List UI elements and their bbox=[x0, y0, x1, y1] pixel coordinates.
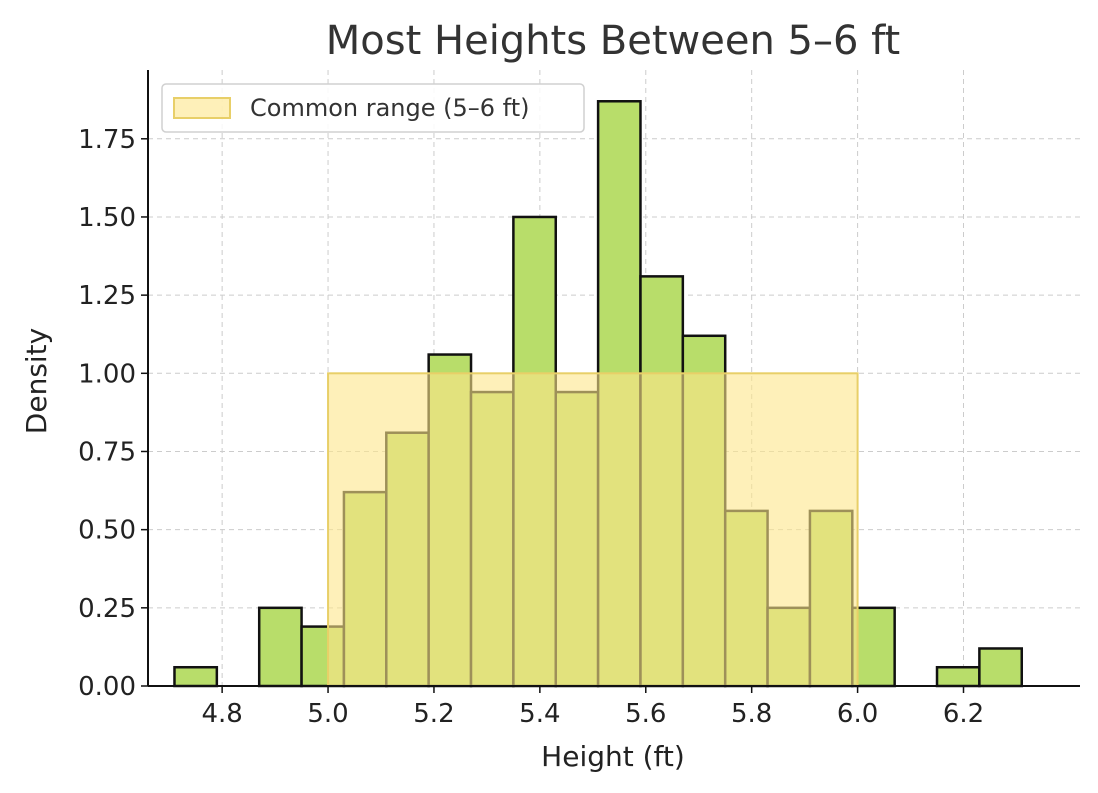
axes bbox=[147, 70, 1080, 687]
x-tick-label: 5.2 bbox=[413, 699, 454, 729]
x-axis-label: Height (ft) bbox=[541, 740, 685, 773]
legend-swatch bbox=[173, 97, 231, 119]
histogram-bar bbox=[935, 665, 981, 688]
legend-label: Common range (5–6 ft) bbox=[250, 94, 529, 122]
x-ticks: 4.8 5.0 5.2 5.4 5.6 5.8 6.0 6.2 bbox=[201, 686, 984, 729]
legend: Common range (5–6 ft) bbox=[161, 83, 585, 133]
x-tick-label: 6.2 bbox=[943, 699, 984, 729]
chart-title: Most Heights Between 5–6 ft bbox=[326, 18, 900, 64]
y-tick-label: 1.75 bbox=[78, 125, 136, 155]
y-tick-label: 1.50 bbox=[78, 203, 136, 233]
histogram-bar bbox=[851, 606, 896, 688]
y-ticks: 0.00 0.25 0.50 0.75 1.00 1.25 1.50 1.75 bbox=[78, 125, 148, 702]
y-axis-label: Density bbox=[20, 328, 53, 434]
y-tick-label: 1.00 bbox=[78, 359, 136, 389]
y-tick-label: 1.25 bbox=[78, 281, 136, 311]
y-tick-label: 0.75 bbox=[78, 437, 136, 467]
y-tick-label: 0.25 bbox=[78, 594, 136, 624]
x-tick-label: 5.4 bbox=[519, 699, 560, 729]
highlight-band bbox=[327, 372, 859, 687]
histogram-bar bbox=[257, 606, 303, 688]
y-tick-label: 0.00 bbox=[78, 672, 136, 702]
histogram-bar bbox=[173, 665, 219, 688]
x-tick-label: 4.8 bbox=[201, 699, 242, 729]
legend-box bbox=[161, 83, 585, 133]
x-tick-label: 5.0 bbox=[307, 699, 348, 729]
x-tick-label: 6.0 bbox=[837, 699, 878, 729]
histogram-bar bbox=[978, 647, 1023, 688]
x-tick-label: 5.6 bbox=[625, 699, 666, 729]
y-tick-label: 0.50 bbox=[78, 516, 136, 546]
x-tick-label: 5.8 bbox=[731, 699, 772, 729]
common-range-band bbox=[327, 372, 859, 687]
